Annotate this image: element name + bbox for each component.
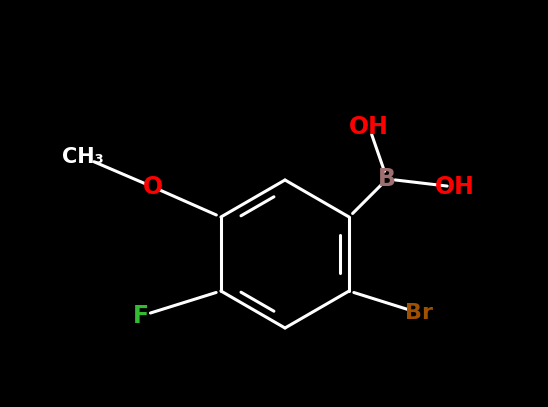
Text: F: F: [133, 304, 149, 328]
Text: OH: OH: [349, 115, 389, 139]
Text: B: B: [378, 167, 396, 191]
Text: OH: OH: [435, 175, 475, 199]
Text: O: O: [143, 175, 163, 199]
Text: Br: Br: [405, 303, 433, 323]
Text: CH₃: CH₃: [62, 147, 104, 167]
